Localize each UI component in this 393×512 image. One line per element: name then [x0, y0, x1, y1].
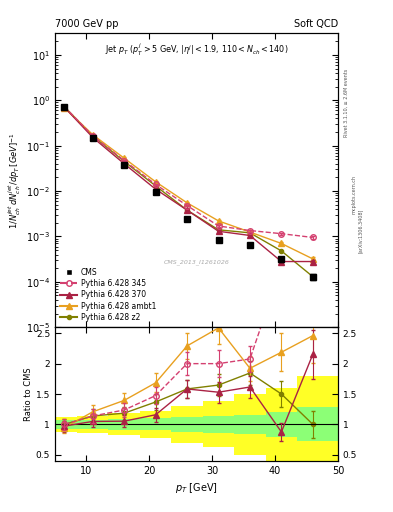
Y-axis label: $1/N_{ch}^{jet}\,dN_{ch}^{jet}/dp_T\,[GeV]^{-1}$: $1/N_{ch}^{jet}\,dN_{ch}^{jet}/dp_T\,[Ge… — [7, 132, 23, 229]
Text: [arXiv:1306.3408]: [arXiv:1306.3408] — [358, 208, 363, 252]
Text: Rivet 3.1.10, ≥ 2.6M events: Rivet 3.1.10, ≥ 2.6M events — [344, 68, 349, 137]
Text: Soft QCD: Soft QCD — [294, 19, 338, 29]
Text: Jet $p_T$ ($p_T^j$$>$5 GeV, $|\eta^j|$$<$1.9, 110$<N_{ch}<$140): Jet $p_T$ ($p_T^j$$>$5 GeV, $|\eta^j|$$<… — [105, 42, 288, 58]
Text: CMS_2013_I1261026: CMS_2013_I1261026 — [163, 260, 230, 265]
Y-axis label: Ratio to CMS: Ratio to CMS — [24, 367, 33, 421]
X-axis label: $p_T$ [GeV]: $p_T$ [GeV] — [175, 481, 218, 495]
Text: 7000 GeV pp: 7000 GeV pp — [55, 19, 119, 29]
Legend: CMS, Pythia 6.428 345, Pythia 6.428 370, Pythia 6.428 ambt1, Pythia 6.428 z2: CMS, Pythia 6.428 345, Pythia 6.428 370,… — [59, 266, 158, 324]
Text: mcplots.cern.ch: mcplots.cern.ch — [352, 175, 357, 214]
